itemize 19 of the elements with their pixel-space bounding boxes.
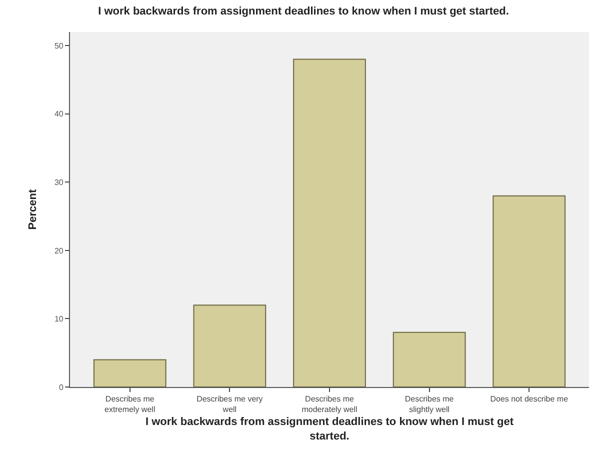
x-tick-label: Describes me slightly well [404, 394, 454, 414]
bar [93, 359, 166, 387]
x-tick-label: Describes me moderately well [302, 394, 358, 414]
bar [193, 304, 266, 387]
y-tick-label: 40 [54, 110, 64, 119]
bar [492, 195, 566, 387]
y-tick-label: 10 [54, 314, 64, 324]
y-tick-label: 30 [54, 178, 64, 187]
x-tick-label: Does not describe me [490, 394, 569, 404]
y-axis-title: Percent [27, 188, 40, 230]
x-axis-title: I work backwards from assignment deadlines to know when I must get started. [146, 416, 514, 442]
x-tick-label: Describes me extremely well [104, 394, 156, 414]
y-tick-label: 0 [58, 382, 64, 392]
y-tick-label: 50 [54, 41, 64, 50]
bar [392, 332, 466, 387]
x-tick-label: Describes me very well [196, 394, 263, 414]
chart-title: I work backwards from assignment deadlines to know when I must get started. [98, 6, 509, 18]
bar [293, 58, 366, 387]
y-tick-label: 20 [54, 246, 64, 256]
